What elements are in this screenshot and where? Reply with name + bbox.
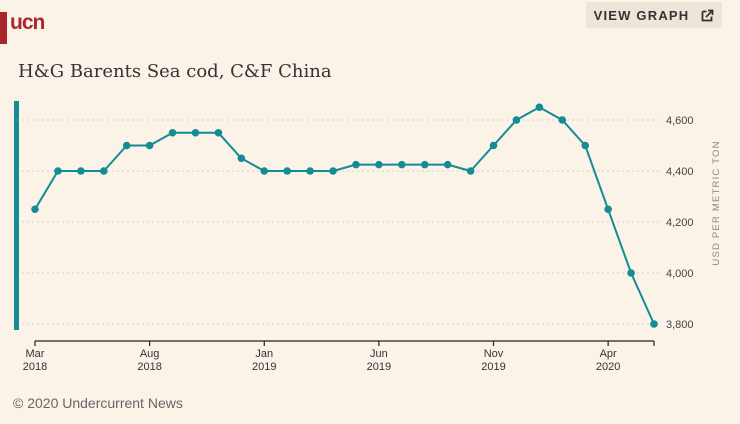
ucn-logo[interactable]: ucn (10, 11, 45, 34)
x-axis: Mar2018Aug2018Jan2019Jun2019Nov2019Apr20… (23, 340, 655, 373)
copyright-footer: © 2020 Undercurrent News (13, 395, 183, 411)
data-point (650, 320, 658, 328)
data-point (398, 160, 406, 169)
data-point (306, 167, 314, 175)
y-axis-label: USD PER METRIC TON (711, 140, 722, 265)
y-tick-label: 4,600 (666, 115, 694, 127)
data-point (466, 167, 475, 175)
x-tick-label-year: 2019 (252, 361, 276, 373)
data-point (122, 141, 131, 150)
series-line-path (34, 106, 655, 325)
data-point (329, 167, 337, 175)
data-point (54, 167, 62, 175)
data-point (214, 128, 223, 137)
view-graph-button[interactable]: VIEW GRAPH (586, 2, 722, 28)
x-tick-label-month: Nov (484, 348, 504, 360)
data-point (420, 160, 429, 169)
y-tick-label: 4,400 (666, 166, 694, 178)
x-tick-label-year: 2019 (367, 361, 391, 373)
data-point (352, 160, 360, 169)
gridlines (22, 119, 662, 325)
chart-accent-bar (14, 101, 19, 330)
view-graph-label: VIEW GRAPH (593, 7, 690, 23)
x-tick-label-year: 2020 (596, 361, 620, 373)
y-tick-label: 3,800 (666, 319, 694, 331)
y-tick-labels: 3,800 4,000 4,200 4,400 4,600 (666, 115, 694, 331)
data-point (31, 205, 39, 214)
x-tick-label-month: Apr (600, 348, 617, 360)
x-tick-label-month: Mar (26, 348, 45, 360)
x-tick-label-year: 2018 (137, 361, 161, 373)
data-point (581, 141, 590, 150)
x-tick-label-month: Jan (255, 348, 273, 360)
data-point (237, 154, 246, 163)
data-point (489, 141, 498, 150)
data-point (260, 167, 269, 175)
y-tick-label: 4,200 (666, 217, 694, 229)
data-point (168, 128, 177, 137)
data-point (443, 160, 452, 169)
x-tick-label-year: 2019 (481, 361, 505, 373)
data-point (99, 167, 108, 175)
data-point (283, 167, 291, 175)
data-point (145, 141, 154, 150)
data-point (77, 167, 85, 175)
data-point (191, 128, 200, 137)
x-tick-label-month: Jun (370, 348, 388, 360)
data-point (535, 103, 544, 112)
data-point (604, 205, 612, 214)
data-point (512, 116, 521, 124)
series-line (31, 103, 658, 328)
data-point (558, 116, 567, 124)
logo-accent-bar (0, 12, 7, 44)
data-point (375, 160, 383, 169)
x-tick-label-month: Aug (140, 348, 160, 360)
chart-title: H&G Barents Sea cod, C&F China (18, 61, 332, 82)
external-link-icon (701, 9, 714, 21)
x-tick-label-year: 2018 (23, 361, 47, 373)
y-tick-label: 4,000 (666, 268, 694, 280)
data-point (627, 269, 635, 277)
